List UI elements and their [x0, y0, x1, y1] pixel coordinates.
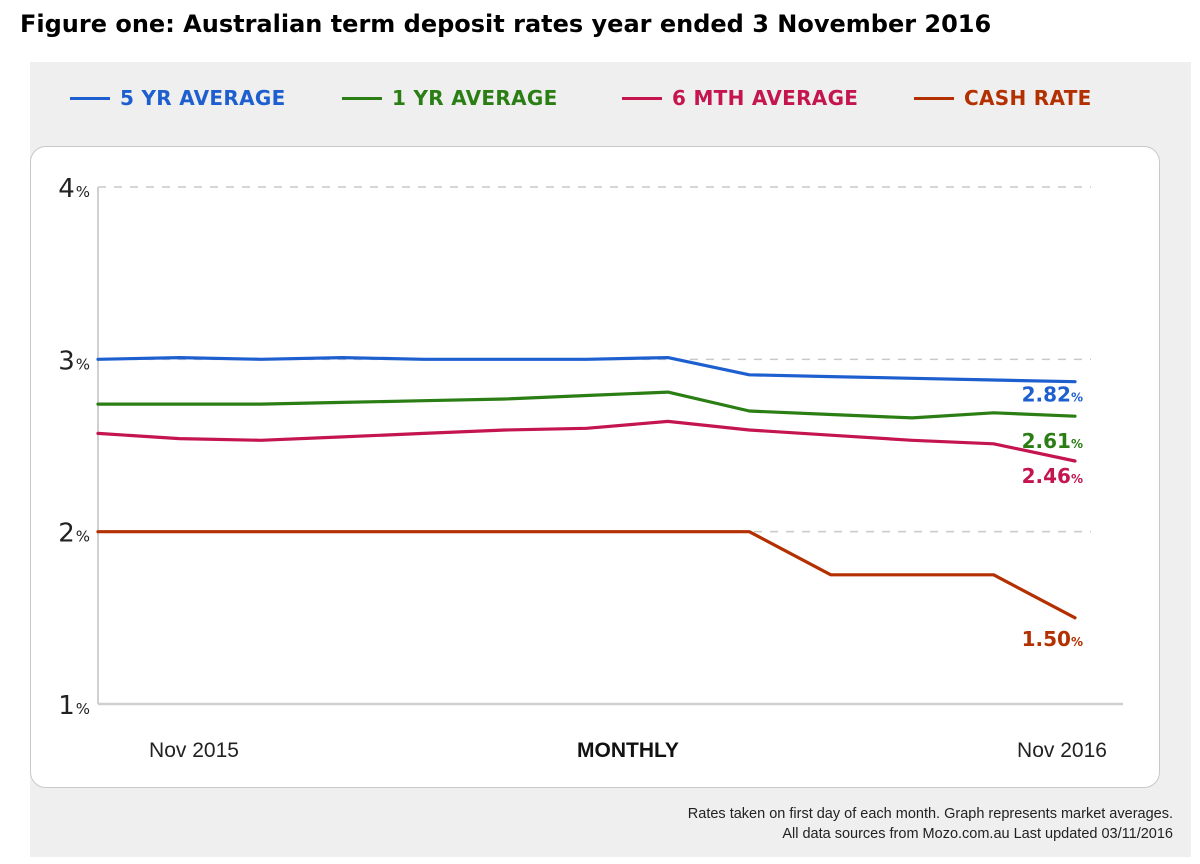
y-tick-label: 1%	[58, 691, 90, 721]
end-value-label: 2.82%	[1022, 383, 1083, 407]
legend-swatch	[342, 96, 382, 100]
end-value-label: 1.50%	[1022, 627, 1083, 651]
chart-title: Figure one: Australian term deposit rate…	[20, 10, 992, 38]
series-line	[96, 390, 1077, 420]
series-line	[96, 419, 1077, 463]
legend-swatch	[914, 96, 954, 100]
x-tick-label: Nov 2016	[1017, 739, 1107, 762]
legend-item-5yr: 5 YR AVERAGE	[70, 86, 286, 110]
legend-label: 5 YR AVERAGE	[120, 86, 286, 110]
legend-label: CASH RATE	[964, 86, 1092, 110]
legend: 5 YR AVERAGE 1 YR AVERAGE 6 MTH AVERAGE …	[30, 62, 1191, 142]
chart-panel: 5 YR AVERAGE 1 YR AVERAGE 6 MTH AVERAGE …	[30, 62, 1191, 857]
series-line	[96, 530, 1077, 620]
end-value-label: 2.46%	[1022, 464, 1083, 488]
legend-label: 1 YR AVERAGE	[392, 86, 558, 110]
y-tick-label: 4%	[58, 174, 90, 204]
x-tick-label: Nov 2015	[149, 739, 239, 762]
legend-swatch	[622, 96, 662, 100]
footnote: Rates taken on first day of each month. …	[688, 804, 1173, 844]
x-axis-title: MONTHLY	[577, 739, 679, 762]
legend-swatch	[70, 96, 110, 100]
legend-item-6mth: 6 MTH AVERAGE	[622, 86, 858, 110]
y-tick-label: 3%	[58, 346, 90, 376]
y-tick-label: 2%	[58, 519, 90, 549]
legend-label: 6 MTH AVERAGE	[672, 86, 859, 110]
legend-item-cash: CASH RATE	[914, 86, 1092, 110]
footnote-line-2: All data sources from Mozo.com.au Last u…	[782, 826, 1173, 842]
legend-item-1yr: 1 YR AVERAGE	[342, 86, 558, 110]
series-line	[96, 356, 1077, 384]
footnote-line-1: Rates taken on first day of each month. …	[687, 806, 1173, 822]
plot-area: 1% 2% 3% 4% Nov 2015 Nov 2016 MONTHLY 2.82% 2.61…	[30, 146, 1160, 788]
end-value-label: 2.61%	[1022, 429, 1083, 453]
line-chart: 1% 2% 3% 4% Nov 2015 Nov 2016 MONTHLY 2.82% 2.61…	[58, 174, 1123, 762]
